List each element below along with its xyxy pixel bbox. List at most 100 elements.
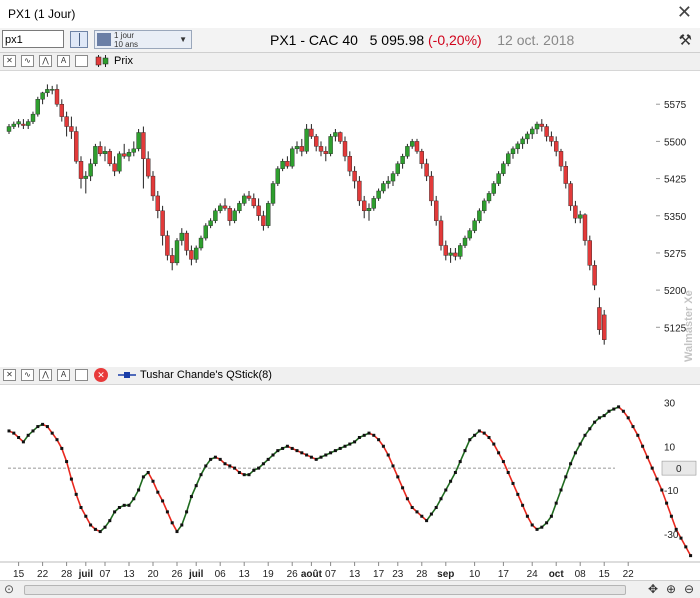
- candle-body: [381, 183, 386, 192]
- indicator-segment: [166, 511, 173, 524]
- candle-body: [419, 151, 424, 164]
- x-tick-label: 22: [37, 569, 49, 580]
- panel-toggle-icon[interactable]: [75, 369, 88, 381]
- indicator-segment: [387, 454, 394, 467]
- x-tick-label: 22: [623, 569, 635, 580]
- indicator-point: [122, 503, 126, 507]
- indicator-point: [429, 512, 433, 516]
- indicator-point: [161, 499, 165, 503]
- price-y-tick-label: 5575: [664, 100, 687, 111]
- candle-body: [405, 146, 410, 157]
- indicator-point: [113, 510, 117, 514]
- move-icon[interactable]: ✥: [648, 582, 659, 596]
- indicator-point: [463, 449, 467, 453]
- analysis-icon[interactable]: A: [57, 369, 70, 381]
- link-icon[interactable]: ⊙: [4, 582, 15, 596]
- period-selector[interactable]: 1 jour 10 ans ▼: [94, 30, 192, 49]
- indicator-point: [141, 475, 145, 479]
- quote-price: 5 095.98: [369, 32, 425, 48]
- tools-icon[interactable]: ✕: [3, 369, 16, 381]
- candle-body: [26, 121, 31, 126]
- zoom-out-icon[interactable]: ⊖: [684, 582, 695, 596]
- candle-body: [299, 146, 304, 152]
- candle-body: [530, 128, 535, 135]
- candle-body: [539, 123, 544, 127]
- candle-body: [323, 151, 328, 154]
- indicator-point: [137, 488, 141, 492]
- candle-body: [515, 143, 520, 150]
- price-panel-toolbar: ✕ ∿ ⋀ A Prix: [0, 53, 700, 71]
- indicator-point: [309, 455, 313, 459]
- scroll-thumb[interactable]: [24, 585, 626, 595]
- indicator-segment: [502, 461, 509, 473]
- candle-body: [69, 126, 74, 132]
- candle-body: [208, 220, 213, 226]
- zoom-in-icon[interactable]: ⊕: [666, 582, 677, 596]
- candle-body: [333, 132, 338, 137]
- candle-body: [477, 210, 482, 221]
- indicator-point: [434, 506, 438, 509]
- indicator-point: [535, 527, 539, 531]
- candle-body: [304, 128, 309, 152]
- indicator-segment: [137, 476, 145, 491]
- candle-body: [141, 132, 146, 159]
- x-tick-label: 26: [171, 569, 183, 580]
- indicator-point: [631, 425, 635, 429]
- candle-body: [241, 195, 247, 204]
- x-tick-label: août: [301, 569, 323, 580]
- candle-body: [563, 165, 568, 184]
- candle-body: [270, 183, 276, 204]
- close-icon[interactable]: ✕: [676, 2, 692, 22]
- x-tick-label: juil: [188, 569, 204, 580]
- drawing-icon[interactable]: ⋀: [39, 369, 52, 381]
- candle-body: [59, 104, 64, 117]
- candle-body: [54, 89, 60, 105]
- price-y-tick-label: 5125: [664, 323, 687, 334]
- candle-body: [318, 146, 324, 152]
- candle-body: [261, 215, 266, 226]
- candle-body: [217, 205, 223, 212]
- indicator-point: [415, 510, 419, 514]
- indicator-point: [530, 523, 534, 527]
- candle-body: [414, 141, 420, 152]
- settings-wrench-icon[interactable]: ⚒: [678, 32, 692, 49]
- date-x-axis: 15 22 28 juil 07 13 20 26 juil 06 13 19 26 août 07 13 17…: [0, 561, 700, 580]
- indicator-segment: [569, 452, 577, 465]
- indicator-point: [593, 420, 597, 424]
- indicator-point: [271, 453, 275, 457]
- x-tick-label: 15: [13, 569, 25, 580]
- candle-body: [573, 205, 578, 219]
- panel-toggle-icon[interactable]: [75, 55, 88, 67]
- drawing-icon[interactable]: ⋀: [39, 55, 52, 67]
- indicator-point: [650, 466, 654, 470]
- candle-body: [390, 173, 396, 182]
- candle-body: [246, 195, 252, 199]
- x-tick-label: 07: [99, 569, 111, 580]
- analysis-icon[interactable]: A: [57, 55, 70, 67]
- indicator-point: [665, 501, 669, 505]
- candle-body: [165, 235, 170, 256]
- indicator-point: [482, 431, 486, 435]
- indicator-segment: [185, 496, 193, 513]
- candle-body: [193, 247, 199, 260]
- candle-body: [453, 252, 458, 257]
- indicator-point: [180, 523, 184, 527]
- indicator-point: [237, 471, 241, 474]
- remove-indicator-icon[interactable]: ✕: [94, 368, 108, 382]
- indicator-point: [348, 442, 352, 446]
- indicator-point: [213, 455, 217, 459]
- horizontal-scrollbar[interactable]: ⊙ ✥ ⊕ ⊖: [0, 580, 700, 598]
- candle-body: [275, 168, 280, 184]
- indicator-icon[interactable]: ∿: [21, 369, 34, 381]
- indicator-icon[interactable]: ∿: [21, 55, 34, 67]
- tools-icon[interactable]: ✕: [3, 55, 16, 67]
- watermark: Walmaster Xe: [683, 290, 695, 362]
- indicator-point: [458, 460, 462, 464]
- indicator-point: [511, 481, 515, 485]
- indicator-point: [36, 425, 40, 429]
- symbol-input[interactable]: px1: [2, 30, 64, 48]
- book-icon[interactable]: [70, 31, 88, 48]
- candle-body: [366, 208, 372, 212]
- candle-body: [520, 138, 525, 145]
- candle-body: [362, 200, 367, 212]
